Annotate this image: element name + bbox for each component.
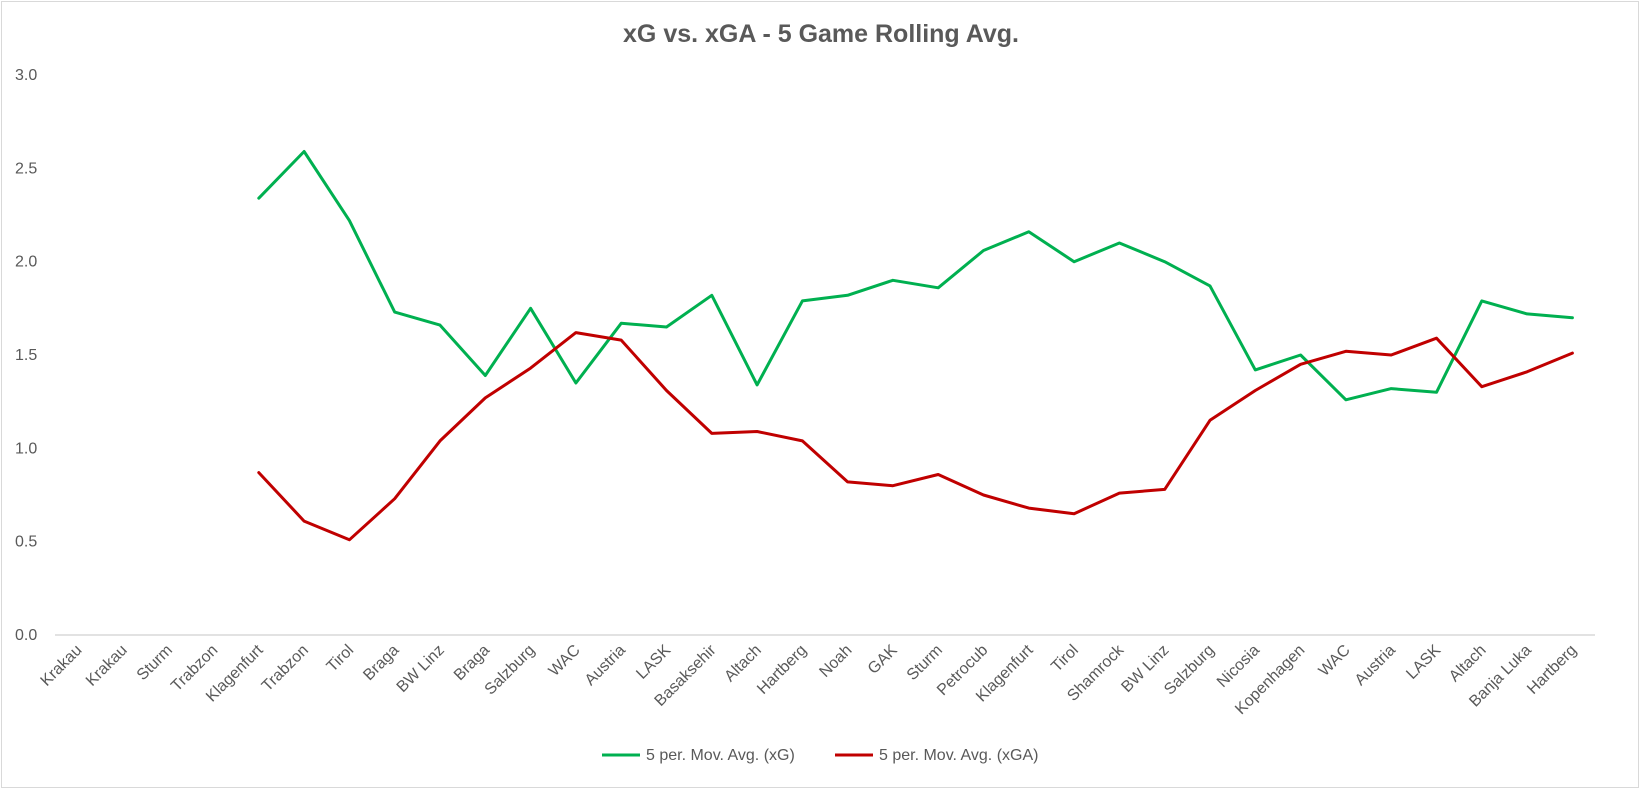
x-tick-label: Salzburg: [482, 642, 539, 699]
series-line-xga: [257, 331, 1574, 542]
x-tick-label: Altach: [1446, 642, 1489, 685]
x-tick-label: Trabzon: [259, 642, 312, 695]
y-tick-label: 0.0: [15, 627, 37, 644]
y-tick-label: 0.5: [15, 534, 37, 551]
y-tick-label: 3.0: [15, 67, 37, 84]
x-tick-label: Tirol: [324, 642, 358, 676]
x-tick-label: LASK: [633, 642, 674, 683]
chart-title: xG vs. xGA - 5 Game Rolling Avg.: [623, 20, 1019, 48]
x-tick-label: Braga: [360, 642, 402, 684]
x-tick-label: Altach: [721, 642, 764, 685]
x-tick-label: Tirol: [1048, 642, 1082, 676]
x-tick-label: Sturm: [904, 642, 946, 684]
y-tick-label: 2.0: [15, 254, 37, 271]
x-tick-label: Hartberg: [754, 642, 810, 698]
y-tick-label: 1.5: [15, 347, 37, 364]
x-tick-label: Austria: [582, 642, 629, 689]
x-tick-label: WAC: [546, 642, 584, 680]
x-tick-label: Krakau: [83, 642, 131, 690]
series-lines: [257, 150, 1574, 542]
x-tick-label: WAC: [1316, 642, 1354, 680]
y-tick-label: 2.5: [15, 160, 37, 177]
x-tick-label: Austria: [1352, 642, 1399, 689]
x-tick-label: GAK: [865, 642, 901, 678]
x-tick-label: Salzburg: [1161, 642, 1218, 699]
x-tick-label: Sturm: [134, 642, 176, 684]
x-tick-label: LASK: [1403, 642, 1444, 683]
x-tick-label: Krakau: [38, 642, 86, 690]
x-tick-label: Noah: [816, 642, 855, 681]
x-tick-label: Braga: [451, 642, 493, 684]
x-tick-label: BW Linz: [394, 642, 448, 696]
y-axis-ticks: 0.0 0.5 1.0 1.5 2.0 2.5 3.0: [15, 67, 37, 644]
x-tick-label: Hartberg: [1524, 642, 1580, 698]
legend-label: 5 per. Mov. Avg. (xG): [646, 747, 795, 764]
legend-label: 5 per. Mov. Avg. (xGA): [879, 747, 1038, 764]
legend: 5 per. Mov. Avg. (xG) 5 per. Mov. Avg. (x…: [602, 747, 1038, 764]
y-tick-label: 1.0: [15, 440, 37, 457]
series-line-xg: [257, 150, 1574, 402]
